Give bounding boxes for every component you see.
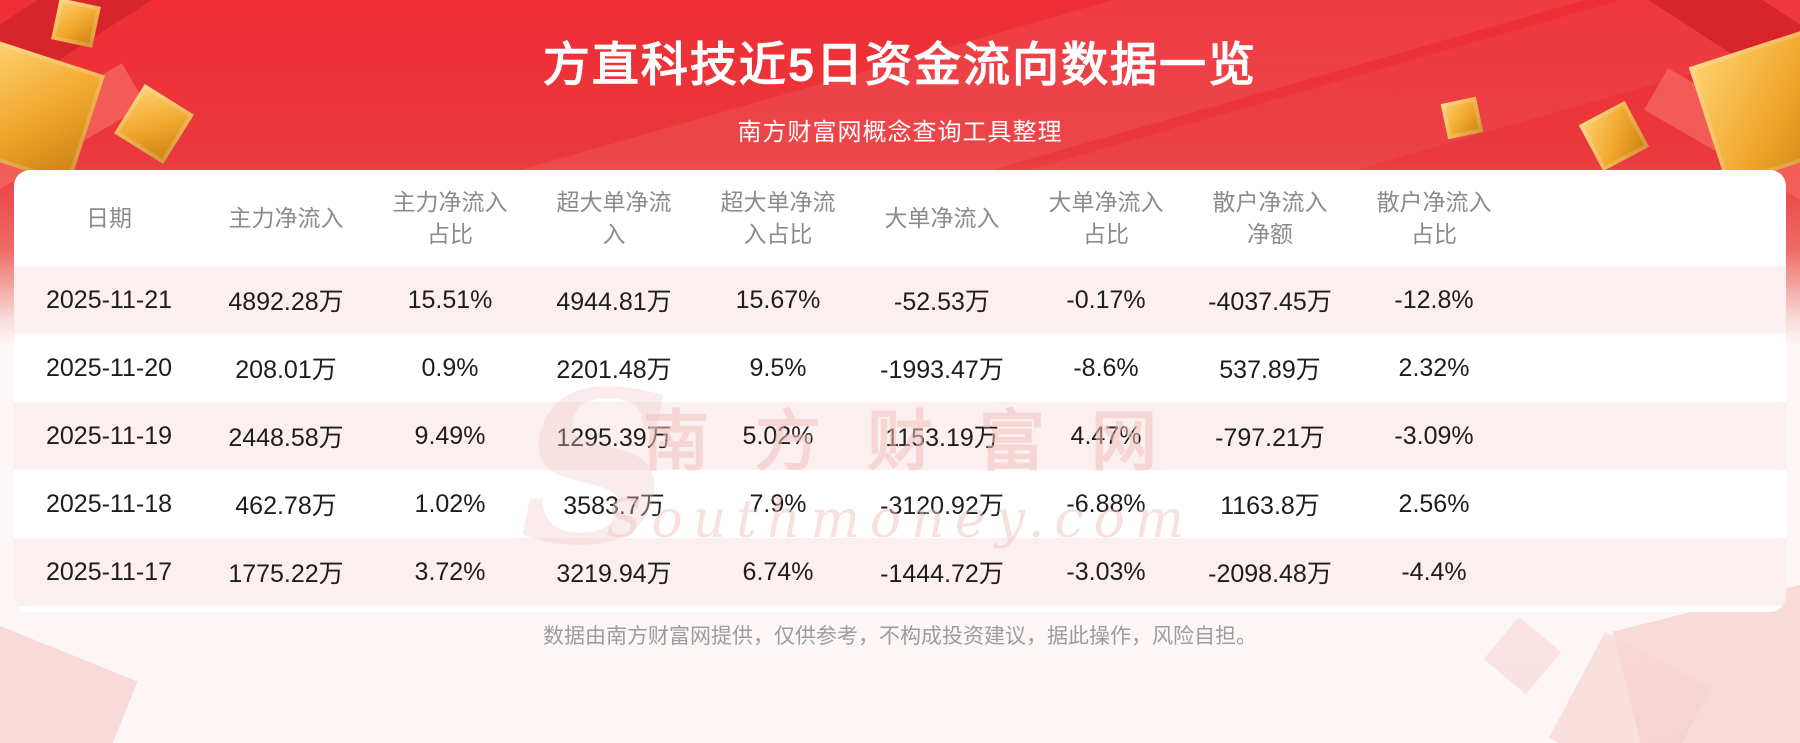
table-cell: -4.4% — [1401, 557, 1467, 586]
footer-disclaimer: 数据由南方财富网提供，仅供参考，不构成投资建议，据此操作，风险自担。 — [543, 625, 1257, 648]
table-cell: -3120.92万 — [880, 492, 1004, 520]
table-cell: -12.8% — [1394, 285, 1474, 314]
table-cell: 1295.39万 — [556, 424, 672, 452]
table-cell: -3.09% — [1394, 421, 1474, 450]
table-cell: 2025-11-20 — [45, 353, 173, 382]
table-cell: 2025-11-19 — [45, 421, 173, 450]
table-cell: -0.17% — [1066, 285, 1146, 314]
spacer-cell — [1516, 170, 1786, 266]
table-cell: -797.21万 — [1215, 424, 1325, 452]
table-cell: 0.9% — [421, 353, 479, 382]
table-cell: -3.03% — [1066, 557, 1146, 586]
table-row: 2025-11-21 4892.28万 15.51% 4944.81万 15.67% -5… — [14, 266, 1786, 334]
table-cell: 15.67% — [735, 285, 821, 314]
table-cell: 6.74% — [742, 557, 814, 586]
spacer-cell — [1516, 538, 1786, 606]
table-cell: 1153.19万 — [885, 424, 999, 452]
table-cell: 4892.28万 — [228, 288, 344, 316]
column-header: 超大单净流 入占比 — [720, 188, 836, 247]
data-card: 日期 主力净流入 主力净流入 占比 超大单净流 入超大单净流 入占比 大单净流入 大单净流… — [14, 170, 1786, 612]
table-cell: 2448.58万 — [228, 424, 344, 452]
table-cell: 7.9% — [749, 489, 807, 518]
column-header: 超大单净流 入 — [556, 188, 672, 247]
column-header: 主力净流入 — [228, 204, 344, 231]
page-title: 方直科技近5日资金流向数据一览 — [542, 38, 1258, 91]
table-cell: 2201.48万 — [556, 356, 672, 384]
page-subtitle: 南方财富网概念查询工具整理 — [737, 119, 1063, 146]
table-cell: 208.01万 — [235, 356, 337, 384]
table-cell: 1775.22万 — [228, 560, 344, 588]
spacer-cell — [1516, 334, 1786, 402]
table-cell: -1993.47万 — [880, 356, 1004, 384]
table-cell: 537.89万 — [1219, 356, 1321, 384]
table-cell: 3583.7万 — [563, 492, 665, 520]
column-header: 大单净流入 占比 — [1048, 188, 1164, 247]
table-cell: 2025-11-17 — [45, 557, 173, 586]
table-cell: 462.78万 — [235, 492, 337, 520]
table-cell: 9.49% — [414, 421, 486, 450]
table-cell: 5.02% — [742, 421, 814, 450]
table-cell: 4944.81万 — [556, 288, 672, 316]
table-header-row: 日期 主力净流入 主力净流入 占比 超大单净流 入超大单净流 入占比 大单净流入 大单净流… — [14, 170, 1786, 266]
table-cell: -4037.45万 — [1208, 288, 1332, 316]
table-cell: -6.88% — [1066, 489, 1146, 518]
table-cell: 3219.94万 — [556, 560, 672, 588]
table-cell: -2098.48万 — [1208, 560, 1332, 588]
column-header: 日期 — [86, 204, 132, 231]
table-cell: 2.32% — [1398, 353, 1470, 382]
table-cell: -8.6% — [1073, 353, 1139, 382]
table-row: 2025-11-18 462.78万 1.02% 3583.7万 7.9% -3120.9… — [14, 470, 1786, 538]
table-cell: 3.72% — [414, 557, 486, 586]
table-cell: 4.47% — [1070, 421, 1142, 450]
column-header: 大单净流入 — [884, 204, 1000, 231]
table-body: 2025-11-21 4892.28万 15.51% 4944.81万 15.67% -5… — [14, 266, 1786, 606]
spacer-cell — [1516, 470, 1786, 538]
column-header: 主力净流入 占比 — [392, 188, 508, 247]
table-cell: 2025-11-18 — [45, 489, 173, 518]
table-cell: -1444.72万 — [880, 560, 1004, 588]
table-cell: 15.51% — [407, 285, 493, 314]
table-cell: 2.56% — [1398, 489, 1470, 518]
fund-flow-table: 日期 主力净流入 主力净流入 占比 超大单净流 入超大单净流 入占比 大单净流入 大单净流… — [14, 170, 1786, 606]
column-header: 散户净流入 占比 — [1376, 188, 1492, 247]
table-row: 2025-11-17 1775.22万 3.72% 3219.94万 6.74% -144… — [14, 538, 1786, 606]
table-row: 2025-11-19 2448.58万 9.49% 1295.39万 5.02% 1153… — [14, 402, 1786, 470]
table-cell: 2025-11-21 — [45, 285, 173, 314]
spacer-cell — [1516, 402, 1786, 470]
table-cell: 1.02% — [414, 489, 486, 518]
table-cell: -52.53万 — [894, 288, 990, 316]
table-cell: 9.5% — [749, 353, 807, 382]
column-header: 散户净流入 净额 — [1212, 188, 1328, 247]
table-cell: 1163.8万 — [1220, 492, 1320, 520]
table-row: 2025-11-20 208.01万 0.9% 2201.48万 9.5% -1993.4… — [14, 334, 1786, 402]
spacer-cell — [1516, 266, 1786, 334]
